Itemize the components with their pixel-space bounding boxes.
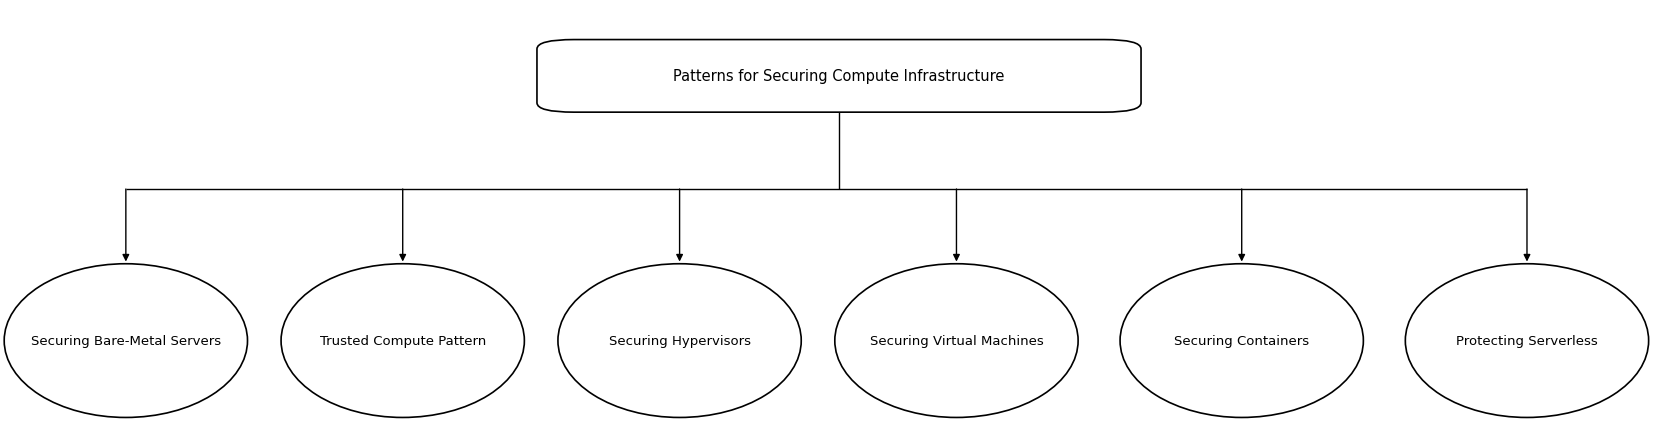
Ellipse shape: [1121, 264, 1363, 417]
Ellipse shape: [834, 264, 1077, 417]
Text: Securing Bare-Metal Servers: Securing Bare-Metal Servers: [30, 334, 221, 347]
Text: Securing Hypervisors: Securing Hypervisors: [609, 334, 750, 347]
Ellipse shape: [280, 264, 524, 417]
Ellipse shape: [5, 264, 248, 417]
Text: Trusted Compute Pattern: Trusted Compute Pattern: [319, 334, 487, 347]
FancyBboxPatch shape: [537, 40, 1141, 113]
Ellipse shape: [557, 264, 802, 417]
Text: Protecting Serverless: Protecting Serverless: [1457, 334, 1597, 347]
Ellipse shape: [1404, 264, 1648, 417]
Text: Patterns for Securing Compute Infrastructure: Patterns for Securing Compute Infrastruc…: [673, 69, 1005, 84]
Text: Securing Virtual Machines: Securing Virtual Machines: [869, 334, 1044, 347]
Text: Securing Containers: Securing Containers: [1175, 334, 1309, 347]
